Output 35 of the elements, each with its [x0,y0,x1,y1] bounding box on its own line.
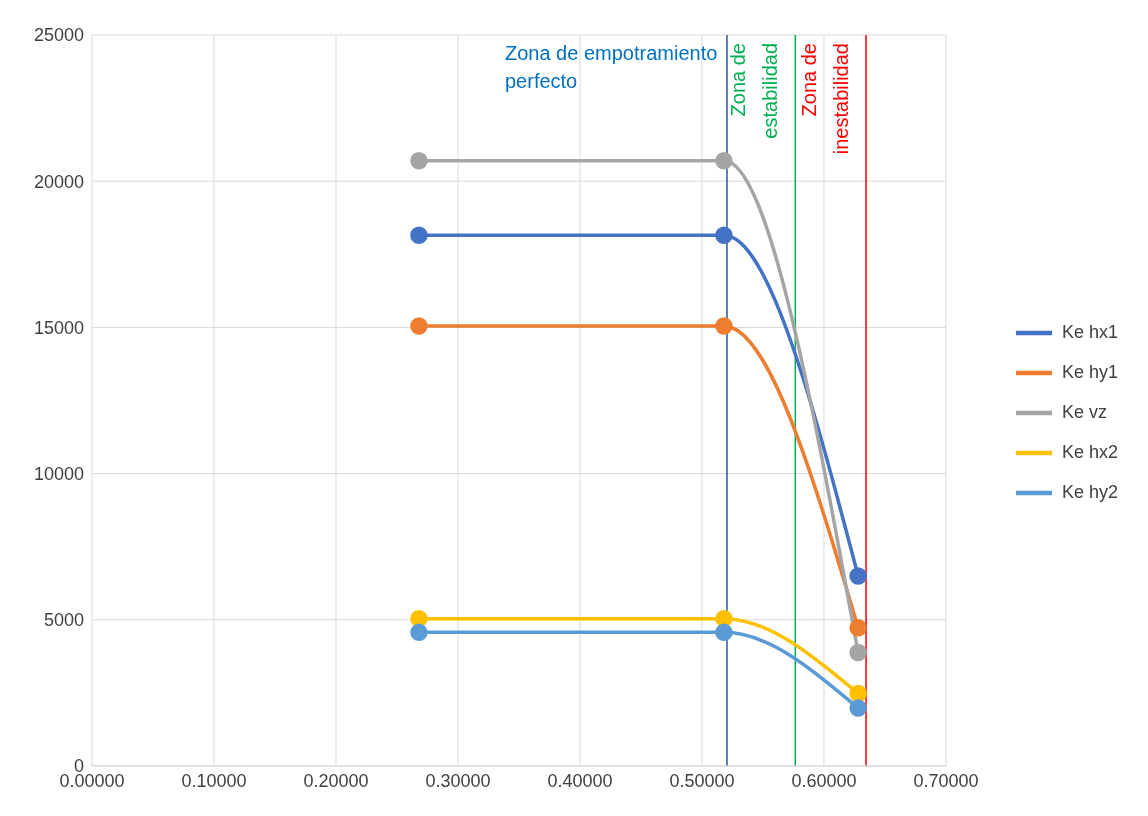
x-tick-label: 0.50000 [669,770,735,791]
point [410,151,428,170]
point [849,567,867,585]
y-tick-label: 5000 [43,610,84,631]
x-tick-label: 0.10000 [181,770,247,791]
ref-line-label: Zona de inestabilidad [798,43,853,155]
legend-label: Ke hy1 [1061,362,1118,382]
legend-label: Ke hy2 [1061,482,1118,502]
point [849,684,867,703]
x-tick-label: 0.70000 [913,770,979,791]
y-tick-label: 10000 [33,463,84,484]
point [410,226,428,245]
x-tick-label: 0.60000 [791,770,857,791]
point [715,609,733,628]
ref-line-label: Zona de estabilidad [727,43,782,139]
point [410,317,428,335]
x-tick-label: 0.40000 [547,770,613,791]
ref-line-label: Zona de empotramiento perfecto [504,42,718,92]
point [410,623,428,642]
legend-label: Ke hx1 [1061,322,1118,342]
legend-label: Ke hx2 [1061,442,1118,462]
point [715,226,733,245]
point [715,151,733,170]
x-tick-label: 0.30000 [425,770,491,791]
x-tick-label: 0.20000 [303,770,369,791]
point [849,618,867,637]
point [715,317,733,335]
point [849,699,867,717]
point [715,623,733,642]
legend-label: Ke vz [1061,402,1107,422]
y-tick-label: 20000 [33,171,84,192]
y-tick-label: 25000 [33,25,84,46]
point [410,609,428,628]
point [849,643,867,662]
y-tick-label: 15000 [33,317,84,338]
